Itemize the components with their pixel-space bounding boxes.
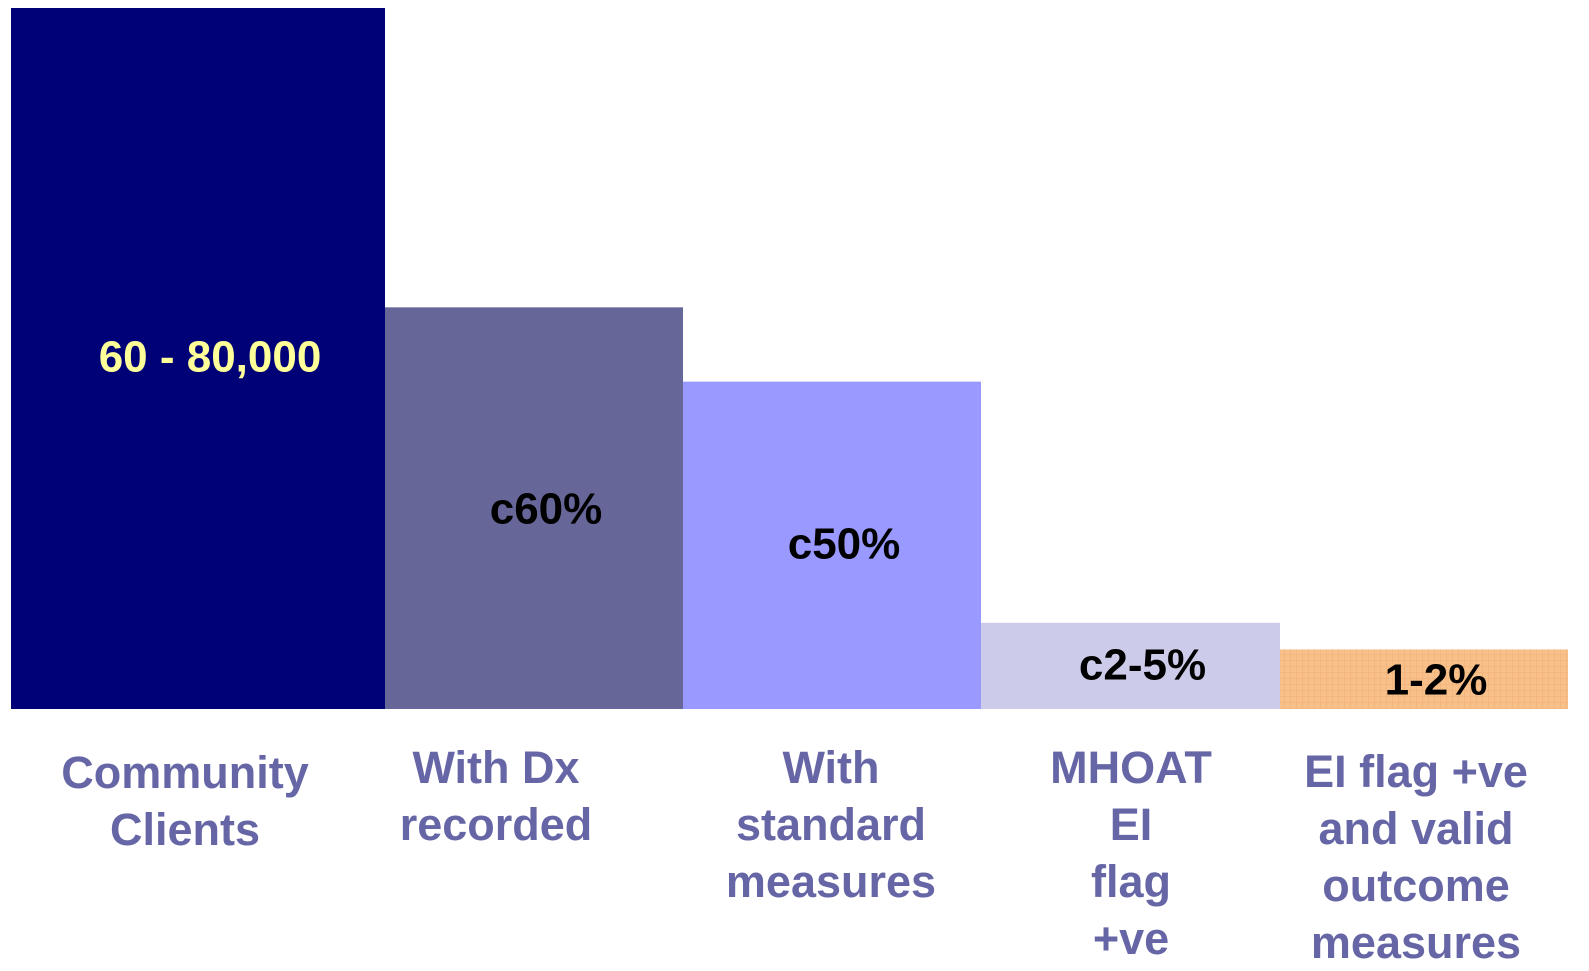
category-label-3: With standard measures bbox=[726, 742, 936, 907]
bar-value-label-4: c2-5% bbox=[1079, 641, 1206, 690]
bar-value-label-1: 60 - 80,000 bbox=[99, 333, 322, 382]
bar-1 bbox=[11, 8, 385, 709]
bar-4 bbox=[981, 622, 1280, 709]
bar-value-label-3: c50% bbox=[788, 520, 901, 569]
bar-labels-layer: 60 - 80,000 c60% c50% c2-5% 1-2% bbox=[99, 333, 1488, 705]
bar-value-label-5: 1-2% bbox=[1385, 656, 1488, 705]
category-label-5: EI flag +ve and valid outcome measures bbox=[1304, 746, 1528, 968]
bar-value-label-2: c60% bbox=[490, 485, 603, 534]
category-labels-layer: Community Clients With Dx recorded With stand… bbox=[61, 742, 1528, 968]
bar-2 bbox=[385, 307, 683, 709]
bar-3 bbox=[683, 381, 981, 709]
bars-layer bbox=[11, 8, 1568, 709]
bar-5 bbox=[1280, 649, 1568, 709]
category-label-2: With Dx recorded bbox=[400, 742, 593, 850]
category-label-4: MHOAT EI flag +ve bbox=[1050, 742, 1212, 964]
category-label-1: Community Clients bbox=[61, 747, 309, 855]
